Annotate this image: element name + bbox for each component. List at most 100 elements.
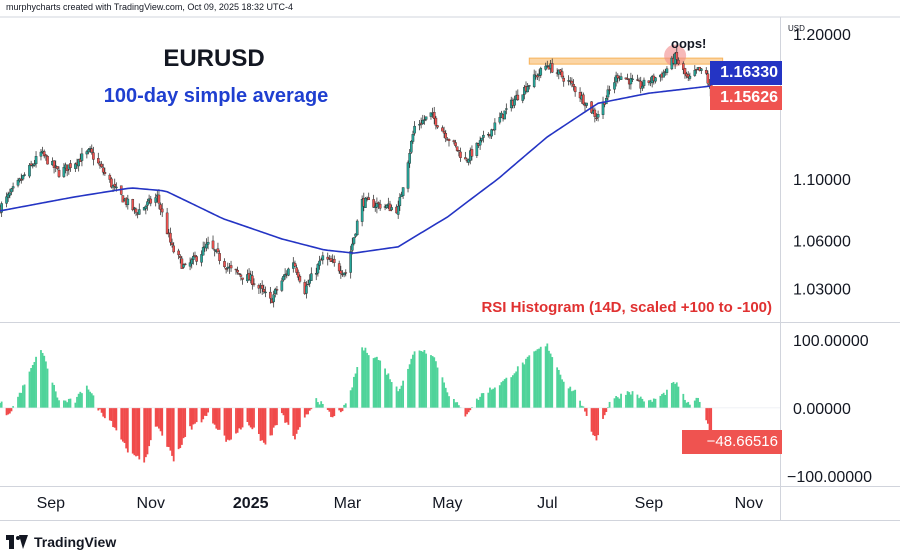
rsi-bar [28,371,31,408]
candle-body [436,125,439,128]
rsi-bar [103,407,106,419]
candle [223,258,226,269]
candle-body [57,169,61,177]
rsi-bar [330,407,332,417]
candle [560,67,564,79]
price-tick-label: 1.03000 [793,281,851,298]
rsi-bar [561,379,563,408]
candle [418,120,421,131]
rsi-bar [218,407,221,430]
candle [282,274,285,282]
candle [695,68,698,74]
rsi-bar [590,407,593,432]
rsi-bar [459,407,462,408]
rsi-bar [253,407,255,428]
rsi-bar [374,357,377,408]
candle-body [467,159,470,163]
rsi-bar [120,407,123,440]
rsi-tick-label: −100.00000 [787,469,872,486]
candle [411,130,415,144]
candle [596,110,600,122]
rsi-bar [538,348,541,408]
candle-body [475,142,479,156]
candle [637,77,641,82]
candle-body [401,187,405,196]
candle-body [46,155,49,165]
candle-body [532,74,536,87]
rsi-bar [99,407,101,410]
candle-body [521,94,525,101]
tradingview-logo[interactable]: TradingView [6,534,116,550]
rsi-bar [133,407,136,456]
candle-body [296,271,300,278]
candle [16,177,20,188]
candle-body [593,109,597,117]
rsi-bar [276,407,278,426]
rsi-bar [584,407,586,412]
rsi-bar [113,407,116,428]
rsi-bar [56,397,59,408]
candle-body [90,148,94,153]
rsi-bar [58,400,60,408]
candle [224,267,228,274]
rsi-bar [613,398,616,408]
rsi-bar [402,380,405,408]
candle-body [306,283,310,286]
rsi-bar [500,382,503,408]
candle [264,286,267,298]
rsi-bar [81,393,83,408]
rsi-bar [456,402,459,408]
rsi-bar [67,398,70,408]
candle-body [157,194,161,204]
rsi-bar [674,383,677,408]
price-tick-label: 1.06000 [793,234,851,251]
candle [195,255,198,266]
candle [536,73,539,80]
rsi-bar [158,407,160,429]
rsi-bar [672,381,675,408]
rsi-bar [390,382,393,408]
candle-body [424,116,428,120]
rsi-bar [616,397,619,408]
candle-body [146,201,149,206]
rsi-bar [10,407,13,412]
rsi-bar [434,361,437,408]
rsi-bar [125,407,128,449]
candle-body [637,80,641,82]
candle-body [169,232,172,243]
rsi-bar [670,382,673,408]
candle [642,77,646,89]
candle-body [432,112,436,119]
candle-body [200,254,203,263]
rsi-bar [23,384,26,408]
candle [608,85,611,95]
rsi-bar [397,391,400,408]
candle [436,125,439,129]
candle [654,76,657,84]
rsi-bar [562,381,565,408]
candle [29,160,33,167]
rsi-bar [338,407,341,411]
sma-price-value: 1.16330 [720,64,778,81]
rsi-bar [682,393,685,408]
candle-body [398,197,402,206]
rsi-bar [108,407,111,421]
candle-body [172,245,175,253]
rsi-bar [498,385,501,408]
rsi-bar [264,407,267,445]
candle-body [283,274,287,277]
candle-body [159,204,162,210]
candle [385,204,389,209]
rsi-bar [605,407,608,412]
candle-body [527,85,531,87]
candle-body [385,204,389,209]
rsi-bar [413,351,416,408]
rsi-bar [343,404,346,408]
time-tick-label: 2025 [233,495,269,512]
rsi-bar [487,392,490,408]
candle [92,146,95,166]
candle [90,144,94,155]
candle-body [546,65,549,67]
candle-body [526,86,529,93]
